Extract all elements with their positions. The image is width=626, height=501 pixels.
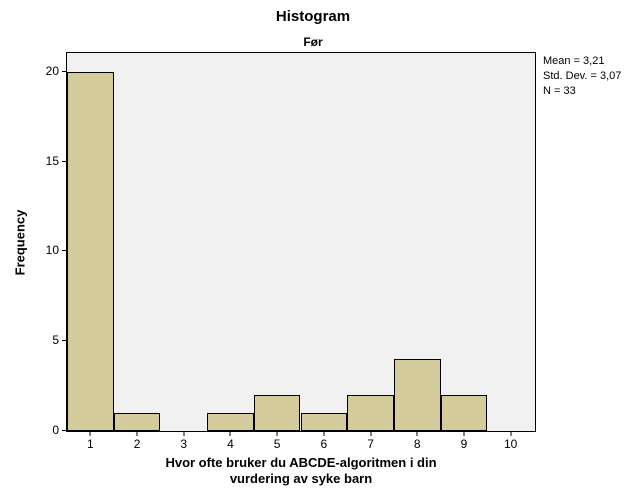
histogram-bar — [254, 395, 301, 431]
summary-stats: Mean = 3,21 Std. Dev. = 3,07 N = 33 — [543, 54, 621, 99]
x-tick-mark — [417, 431, 418, 436]
x-tick-mark — [137, 431, 138, 436]
x-tick-mark — [510, 431, 511, 436]
histogram-bar — [394, 359, 441, 431]
x-tick-mark — [370, 431, 371, 436]
x-axis-label-line2: vurdering av syke barn — [230, 471, 372, 486]
x-tick-mark — [90, 431, 91, 436]
stat-std: Std. Dev. = 3,07 — [543, 69, 621, 84]
histogram-bar — [67, 72, 114, 431]
x-axis-label: Hvor ofte bruker du ABCDE-algoritmen i d… — [66, 455, 536, 488]
histogram-bar — [301, 413, 348, 431]
x-tick-mark — [183, 431, 184, 436]
y-axis-label: Frequency — [10, 52, 30, 432]
chart-subtitle: Før — [0, 35, 626, 49]
x-tick-mark — [230, 431, 231, 436]
chart-title: Histogram — [0, 8, 626, 25]
histogram-bar — [441, 395, 488, 431]
x-tick-mark — [277, 431, 278, 436]
stat-n: N = 33 — [543, 84, 621, 99]
x-axis-label-line1: Hvor ofte bruker du ABCDE-algoritmen i d… — [165, 455, 436, 470]
plot-area: 0510152012345678910 — [66, 52, 536, 432]
histogram-bar — [207, 413, 254, 431]
histogram-chart: Histogram Før Frequency 0510152012345678… — [0, 0, 626, 501]
x-tick-mark — [323, 431, 324, 436]
x-tick-mark — [463, 431, 464, 436]
histogram-bar — [347, 395, 394, 431]
y-axis-label-text: Frequency — [13, 209, 28, 275]
stat-mean: Mean = 3,21 — [543, 54, 621, 69]
histogram-bar — [114, 413, 161, 431]
